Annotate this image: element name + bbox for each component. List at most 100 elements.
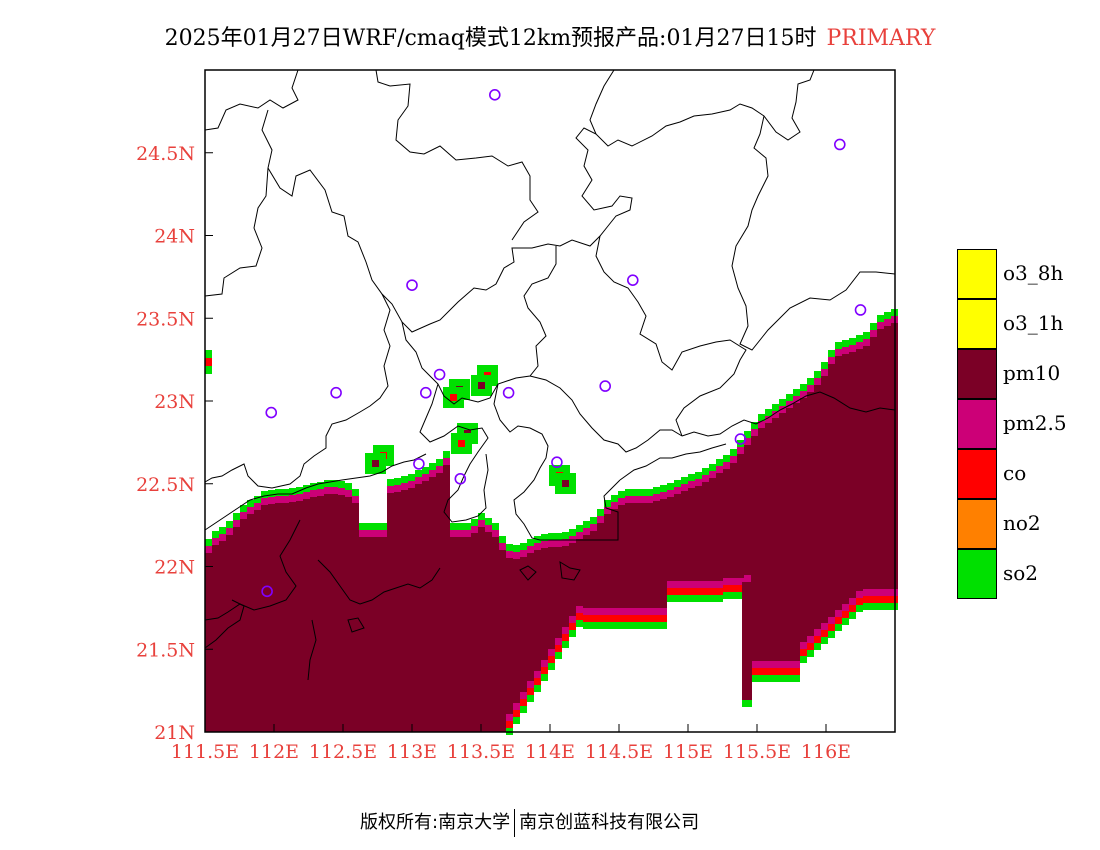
co-cell (737, 585, 744, 592)
so2-cell (569, 630, 576, 637)
so2-cell (408, 474, 415, 481)
so2-cell (513, 717, 520, 724)
y-tick-label: 22.5N (136, 474, 195, 496)
pm25-cell (611, 608, 618, 615)
pm25-cell (436, 466, 443, 473)
pm25-cell (779, 661, 786, 668)
pm10-cell (842, 354, 849, 611)
so2-cell (660, 485, 667, 492)
so2-cell (541, 674, 548, 681)
pm25-cell (716, 581, 723, 588)
co-cell (765, 668, 772, 675)
pm25-cell (408, 481, 415, 488)
pm25-cell (772, 661, 779, 668)
co-cell (576, 613, 583, 620)
pm10-cell (317, 496, 324, 732)
so2-cell (394, 478, 401, 485)
so2-cell (751, 675, 758, 682)
legend: o3_8h o3_1h pm10 pm2.5 co no2 so2 (957, 248, 1097, 599)
co-cell (828, 624, 835, 631)
pm25-cell (835, 349, 842, 356)
co-cell (800, 649, 807, 656)
pm25-cell (331, 487, 338, 494)
pm25-cell (289, 495, 296, 502)
so2-cell (289, 488, 296, 495)
station-marker (433, 368, 446, 381)
so2-cell (742, 700, 752, 707)
x-axis: 111.5E 112E 112.5E 113E 113.5E 114E 114.5E 115E… (171, 724, 851, 763)
pm25-cell (828, 617, 835, 624)
pm25-cell (345, 490, 352, 497)
legend-swatch (957, 348, 997, 399)
so2-cell (849, 338, 856, 345)
co-cell (863, 596, 870, 603)
co-cell (842, 611, 849, 618)
station-marker (599, 380, 612, 392)
so2-cell (611, 495, 618, 502)
border-line (529, 375, 683, 453)
so2-cell (870, 323, 877, 330)
border-line (619, 443, 727, 481)
pm10-cell (331, 494, 338, 732)
so2-cell (863, 603, 870, 610)
so2-cell (688, 474, 695, 481)
pm25-cell (478, 520, 485, 527)
x-tick-label: 112E (249, 741, 299, 763)
station-marker (330, 386, 342, 399)
so2-cell (828, 350, 835, 357)
pm25-cell (247, 507, 254, 514)
co-cell (849, 605, 856, 612)
so2-cell (863, 332, 870, 339)
pm25-cell (842, 604, 849, 611)
pm25-cell (555, 540, 562, 547)
pm25-cell (772, 411, 779, 418)
pm25-cell (681, 581, 688, 588)
pm10-cell (618, 505, 625, 615)
x-tick-label: 115E (663, 741, 713, 763)
so2-cell (828, 631, 835, 638)
pm10-cell (709, 478, 716, 588)
pm10-cell (688, 488, 695, 588)
so2-cell (520, 543, 527, 550)
pm25-cell (317, 489, 324, 496)
pm25-cell (849, 345, 856, 352)
pm10-cell (247, 514, 254, 732)
pm10-cell (429, 477, 436, 732)
pm25-cell (800, 642, 807, 649)
so2-cell (646, 622, 653, 629)
pm25-cell (569, 616, 576, 623)
pm10-cell (884, 326, 891, 596)
pm10-cell (772, 418, 779, 668)
pm25-cell (709, 471, 716, 478)
so2-cell (457, 523, 464, 530)
province-borders (204, 69, 896, 681)
border-line (347, 617, 365, 633)
pm25-cell (219, 534, 226, 541)
so2-cell (849, 612, 856, 619)
station-marker (734, 433, 747, 445)
so2-cell (856, 605, 863, 612)
pm10-cell (338, 495, 345, 732)
pm25-cell (520, 550, 527, 557)
pm25-cell (261, 498, 268, 505)
so2-cell (226, 521, 233, 528)
station-marker (626, 274, 639, 286)
pm25-cell (541, 541, 548, 548)
co-cell (450, 394, 457, 401)
pm10-cell (520, 557, 527, 699)
so2-cell (527, 695, 534, 702)
co-cell (506, 721, 513, 728)
so2-cell (653, 622, 660, 629)
so2-cell (793, 675, 800, 682)
so2-cell (359, 523, 366, 530)
legend-label: no2 (1003, 511, 1041, 535)
pm10-cell (562, 480, 569, 487)
y-tick-label: 24N (154, 226, 195, 248)
so2-cell (639, 489, 646, 496)
co-cell (786, 668, 793, 675)
station-marker (488, 89, 501, 101)
pm25-cell (632, 608, 639, 615)
pm10-cell (401, 490, 408, 732)
so2-cell (618, 491, 625, 498)
so2-cell (716, 459, 723, 466)
